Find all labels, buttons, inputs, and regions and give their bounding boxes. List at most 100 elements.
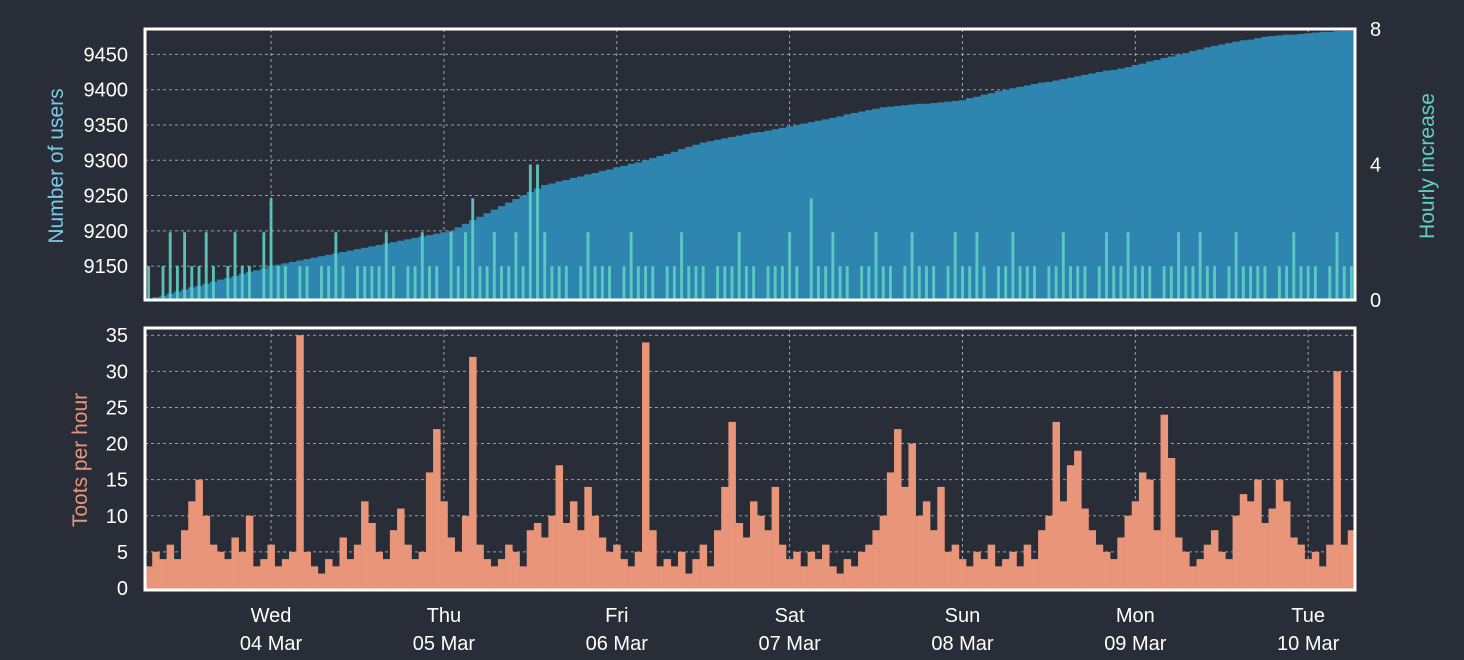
- users-bar: [771, 129, 780, 300]
- increase-bar: [1069, 266, 1072, 300]
- x-tick-date: 08 Mar: [931, 633, 994, 655]
- increase-bar: [204, 232, 208, 300]
- increase-bar: [1097, 266, 1101, 300]
- toots-bar: [1088, 530, 1097, 589]
- increase-bar: [579, 266, 583, 300]
- users-bar: [1016, 86, 1024, 301]
- hourly-increase-series: [147, 164, 1353, 300]
- users-bar: [692, 144, 700, 300]
- users-bar: [677, 148, 686, 300]
- toots-bar: [1153, 530, 1161, 589]
- users-bar: [1138, 63, 1147, 300]
- increase-bar: [528, 164, 532, 300]
- toots-bar: [224, 559, 232, 589]
- toots-bar: [447, 537, 456, 589]
- users-bar: [1239, 40, 1248, 301]
- toots-bar: [382, 559, 391, 589]
- users-bar: [850, 112, 859, 300]
- toots-bar: [1225, 559, 1233, 589]
- increase-bar: [1213, 266, 1216, 300]
- toots-bar: [865, 544, 873, 589]
- toots-bar: [778, 544, 787, 589]
- toots-plot-frame: [143, 326, 1357, 592]
- toots-bar: [411, 559, 419, 589]
- toots-bar: [533, 523, 542, 589]
- increase-bar: [1126, 232, 1130, 300]
- toots-bar: [814, 559, 823, 589]
- toots-bar: [1052, 421, 1061, 589]
- users-bar: [699, 142, 708, 300]
- toots-bar: [951, 544, 960, 589]
- toots-bar: [281, 559, 290, 589]
- users-bar: [1052, 80, 1061, 301]
- users-bar: [829, 117, 837, 300]
- toots-bar: [526, 530, 535, 589]
- toots-bar: [735, 523, 744, 589]
- users-tick-label: 9450: [84, 44, 129, 66]
- toots-bar: [440, 501, 448, 589]
- toots-bar: [605, 551, 614, 589]
- toots-bar: [145, 566, 153, 589]
- toots-bar: [389, 530, 398, 589]
- toots-bar: [332, 566, 340, 589]
- toots-bar: [706, 566, 715, 589]
- users-tick-label: 9200: [84, 221, 129, 243]
- toots-bar: [1138, 472, 1147, 589]
- toots-bar: [569, 501, 578, 589]
- toots-bar: [181, 530, 189, 589]
- x-axis-ticks: Wed 04 Mar Thu 05 Mar Fri 06 Mar Sat 07 Mar Sun 0…: [240, 605, 1340, 655]
- users-bar: [663, 153, 672, 300]
- users-tick-label: 9400: [84, 80, 129, 102]
- toots-bar: [1326, 544, 1334, 589]
- users-bar: [685, 146, 693, 300]
- users-bar: [1189, 50, 1197, 300]
- toots-bar: [490, 566, 499, 589]
- users-bar: [1261, 36, 1269, 300]
- toots-tick-label: 35: [106, 325, 128, 347]
- increase-bar: [1306, 266, 1310, 300]
- toots-bar: [469, 356, 477, 589]
- toots-bar: [1045, 515, 1053, 589]
- users-bar: [886, 106, 895, 300]
- increase-tick-label: 8: [1370, 19, 1381, 41]
- x-tick-day: Mon: [1116, 605, 1155, 627]
- users-bar: [879, 107, 888, 300]
- toots-bar: [404, 544, 412, 589]
- users-bar: [908, 104, 916, 300]
- toots-bar: [663, 559, 672, 589]
- users-plot-frame: [143, 27, 1357, 302]
- increase-bar: [1162, 266, 1166, 300]
- increase-bar: [284, 266, 287, 300]
- increase-bar: [665, 266, 669, 300]
- toots-tick-label: 10: [106, 506, 128, 528]
- toots-axis-title: Toots per hour: [69, 393, 92, 527]
- toots-bar: [1189, 566, 1197, 589]
- increase-bar: [1313, 266, 1317, 300]
- users-bar: [1102, 70, 1111, 300]
- toots-bar: [231, 537, 239, 589]
- users-bar: [1232, 41, 1241, 300]
- increase-bar: [946, 266, 950, 300]
- increase-bar: [809, 198, 813, 300]
- users-bar: [713, 139, 722, 300]
- users-bar: [1333, 31, 1341, 300]
- users-bar: [569, 177, 578, 300]
- increase-bar: [1328, 266, 1332, 300]
- increase-bar: [629, 232, 633, 300]
- increase-bar: [903, 266, 907, 300]
- toots-bar: [613, 544, 621, 589]
- users-bar: [958, 100, 967, 300]
- toots-bar: [375, 551, 383, 589]
- users-bar: [966, 98, 974, 300]
- toots-bar: [807, 551, 816, 589]
- increase-bar: [925, 266, 928, 300]
- toots-bar: [937, 486, 945, 589]
- toots-bar: [1210, 530, 1219, 589]
- toots-bar: [1081, 508, 1089, 589]
- users-bar: [1326, 31, 1334, 301]
- users-bar: [1203, 47, 1212, 301]
- toots-bar: [1131, 501, 1140, 589]
- users-bar: [922, 103, 931, 301]
- users-bar: [987, 93, 996, 301]
